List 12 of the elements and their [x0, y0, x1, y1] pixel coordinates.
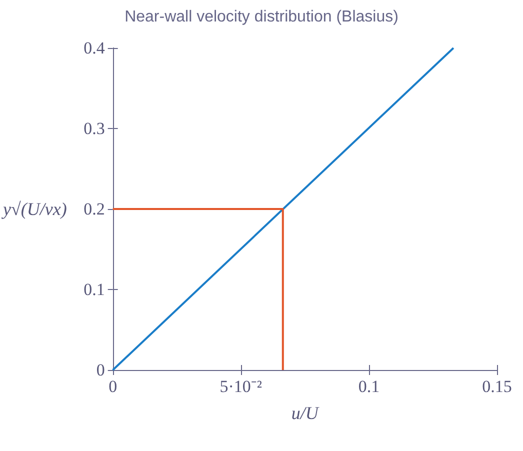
- x-tick-label: 0.15: [482, 377, 512, 396]
- y-tick-label: 0.3: [84, 119, 105, 138]
- y-tick-label: 0.4: [84, 38, 106, 58]
- x-tick-label: 0.1: [358, 377, 380, 396]
- x-axis-title: u/U: [291, 403, 320, 423]
- y-axis-title: y√(U/νx): [0, 199, 67, 219]
- chart-title: Near-wall velocity distribution (Blasius): [124, 8, 398, 26]
- y-tick-label: 0.2: [84, 200, 105, 218]
- x-tick-label: 5·10⁻²: [220, 377, 262, 396]
- y-tick-label: 0.1: [84, 280, 105, 299]
- y-tick-label: 0: [96, 360, 105, 380]
- x-tick-label: 0: [108, 377, 118, 396]
